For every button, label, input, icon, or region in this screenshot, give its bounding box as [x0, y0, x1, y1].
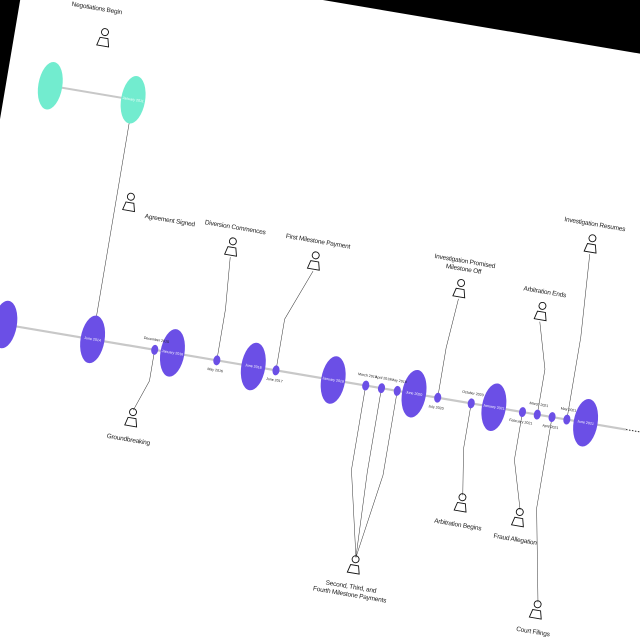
top-line [50, 84, 134, 101]
icon [588, 234, 597, 243]
event-date: May 2021 [560, 406, 576, 413]
marker-date: June 2014 [84, 336, 101, 343]
timeline-axis [0, 315, 627, 431]
year-marker [80, 315, 106, 364]
marker-date: January 2019 [322, 376, 344, 384]
event-dot [377, 383, 386, 394]
icon [124, 416, 138, 428]
icon [510, 516, 524, 528]
event-dot [518, 407, 527, 418]
icon [583, 243, 597, 254]
leader-line [566, 254, 591, 420]
event-date: October 2020 [462, 390, 484, 398]
icon [126, 192, 135, 201]
event-dot [393, 385, 401, 396]
event-date: May 2019 [391, 378, 407, 385]
leader-line [216, 257, 231, 361]
year-marker [573, 398, 599, 447]
event-dot [272, 365, 280, 376]
event-date: December 2015 [143, 336, 169, 344]
leader-line [275, 271, 314, 371]
icon [101, 28, 109, 37]
event-dot [362, 380, 370, 391]
icon [457, 279, 466, 287]
icon [311, 251, 320, 260]
event-dot [533, 409, 541, 420]
event-date: April 2019 [375, 375, 392, 382]
year-marker [320, 356, 346, 404]
teal-marker [37, 61, 63, 110]
marker-date: January 2016 [161, 349, 183, 357]
leader-line [462, 403, 472, 496]
timeline-arrow [625, 429, 640, 434]
leader-line [536, 417, 553, 603]
leader-line [355, 388, 382, 558]
event-date: May 2016 [207, 367, 223, 374]
icon [351, 555, 360, 564]
marker-date: June 2020 [405, 390, 422, 397]
icon [533, 310, 547, 322]
event-dot [563, 414, 571, 425]
icon [453, 501, 467, 513]
event-date: March 2019 [358, 372, 377, 379]
icon [538, 301, 547, 310]
icon [346, 564, 360, 575]
marker-date: January 2011 [122, 96, 144, 104]
event-date: April 2021 [542, 424, 559, 431]
year-marker [240, 342, 266, 391]
event-date: March 2021 [529, 401, 548, 408]
icon [528, 609, 542, 620]
icon [458, 493, 467, 502]
connector [92, 99, 134, 340]
year-marker [481, 383, 507, 431]
event-date: July 2020 [428, 404, 444, 411]
event-date: June 2017 [266, 377, 283, 384]
event-dot [467, 398, 475, 409]
icon [533, 600, 542, 609]
marker-date: June 2018 [245, 363, 262, 370]
icon [515, 508, 524, 516]
icon [452, 287, 466, 299]
event-date: February 2021 [509, 418, 533, 426]
leader-line [537, 321, 546, 415]
icon [306, 260, 320, 271]
leader-line [133, 349, 155, 411]
year-marker [401, 369, 427, 418]
icon [129, 408, 137, 417]
event-dot [434, 392, 442, 403]
marker-date: January 2021 [483, 403, 505, 411]
year-marker [0, 300, 18, 349]
marker-date: June 2021 [577, 419, 594, 426]
teal-marker [120, 76, 146, 124]
icon [96, 36, 110, 48]
year-marker [159, 329, 185, 377]
leader-line [355, 390, 398, 558]
event-dot [151, 344, 159, 355]
icon [122, 201, 135, 213]
icon [223, 246, 237, 257]
leader-line [437, 298, 459, 398]
event-dot [548, 412, 556, 423]
event-dot [213, 355, 221, 366]
leader-line [351, 385, 366, 558]
leader-line [514, 412, 523, 511]
icon [228, 237, 237, 246]
